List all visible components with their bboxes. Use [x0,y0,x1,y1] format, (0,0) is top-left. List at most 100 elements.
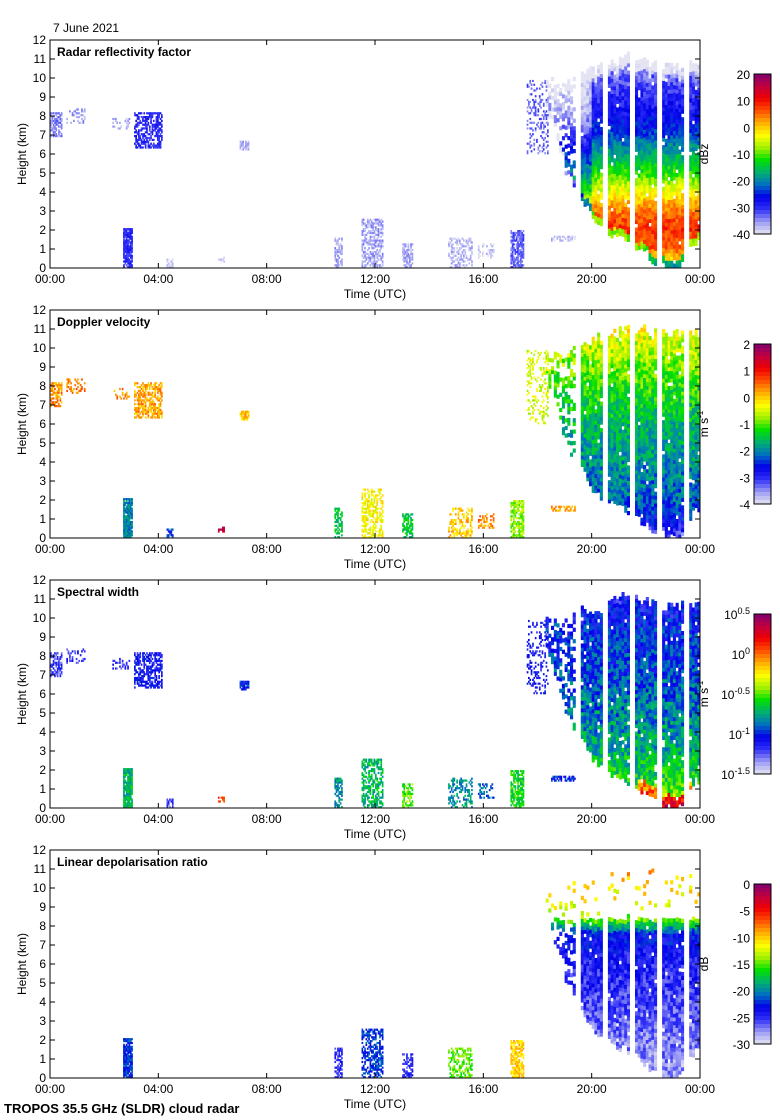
heatmap-cell [148,114,151,117]
heatmap-cell [599,348,603,353]
heatmap-cell [594,356,598,361]
heatmap-cell [561,400,565,405]
heatmap-cell [616,482,620,487]
heatmap-cell [589,356,593,361]
heatmap-cell [376,256,379,259]
heatmap-cell [594,78,598,83]
heatmap-cell [556,110,560,115]
heatmap-cell [618,64,622,69]
heatmap-cell [616,134,620,139]
heatmap-cell [377,245,380,248]
heatmap-cell [572,137,576,142]
heatmap-cell [654,476,658,481]
heatmap-cell [689,490,693,495]
heatmap-cell [664,481,668,486]
heatmap-cell [594,101,598,106]
heatmap-cell [654,166,658,171]
heatmap-cell [654,529,658,534]
heatmap-cell [621,399,625,404]
heatmap-cell [511,231,514,235]
heatmap-cell [607,213,611,218]
heatmap-cell [591,450,595,455]
heatmap-cell [691,101,695,106]
heatmap-cell [541,98,544,102]
heatmap-cell [637,478,641,483]
heatmap-cell [607,491,611,496]
heatmap-cell [131,231,133,235]
heatmap-cell [586,114,590,119]
heatmap-cell [643,232,647,237]
heatmap-cell [626,158,630,163]
heatmap-cell [368,239,370,242]
heatmap-cell [697,186,701,191]
heatmap-cell [583,429,587,434]
heatmap-cell [143,133,146,136]
heatmap-cell [640,494,644,499]
heatmap-cell [648,173,652,178]
heatmap-cell [664,184,668,189]
heatmap-cell [597,68,601,73]
heatmap-cell [626,207,630,212]
heatmap-cell [517,258,519,261]
heatmap-cell [530,87,533,90]
heatmap-cell [635,227,639,232]
heatmap-cell [670,363,674,368]
heatmap-cell [594,424,598,429]
heatmap-cell [691,400,695,405]
heatmap-cell [150,142,152,145]
heatmap-cell [613,150,617,155]
heatmap-cell [648,343,652,348]
x-tick-label: 08:00 [252,272,282,286]
heatmap-cell [689,197,693,202]
heatmap-cell [586,175,590,180]
heatmap-cell [689,162,693,168]
heatmap-cell [654,484,658,489]
heatmap-cell [146,127,148,130]
heatmap-cell [403,249,406,252]
heatmap-cell [672,425,676,430]
heatmap-cell [155,131,158,134]
heatmap-cell [681,75,685,80]
heatmap-cell [559,392,563,397]
heatmap-cell [570,149,574,154]
heatmap-cell [373,231,376,235]
heatmap-cell [670,484,674,489]
heatmap-cell [635,485,639,490]
heatmap-cell [586,469,590,474]
heatmap-cell [670,252,674,257]
heatmap-cell [616,448,620,453]
heatmap-cell [664,519,668,524]
heatmap-cell [551,114,555,120]
heatmap-cell [616,497,620,502]
heatmap-cell [616,360,620,365]
heatmap-cell [521,254,523,257]
heatmap-cell [667,492,671,497]
heatmap-cell [654,373,658,379]
heatmap-cell [591,211,595,216]
heatmap-cell [607,385,611,390]
heatmap-cell [635,60,639,65]
heatmap-cell [158,138,160,141]
heatmap-cell [610,150,614,155]
heatmap-cell [664,348,668,353]
heatmap-cell [645,381,649,386]
heatmap-cell [675,104,679,109]
heatmap-cell [129,247,132,250]
heatmap-cell [594,124,598,129]
heatmap-cell [691,219,695,224]
heatmap-cell [597,83,601,89]
heatmap-cell [672,187,676,192]
heatmap-cell [664,522,668,527]
heatmap-cell [586,178,590,183]
heatmap-cell [667,389,671,394]
colorbar-swatch [754,142,771,147]
heatmap-cell [651,191,655,196]
heatmap-cell [643,190,647,195]
heatmap-cell [519,233,522,236]
heatmap-cell [586,144,590,149]
heatmap-cell [599,401,603,406]
heatmap-cell [640,373,644,378]
heatmap-cell [610,131,614,136]
heatmap-cell [648,385,652,390]
heatmap-cell [379,220,381,223]
